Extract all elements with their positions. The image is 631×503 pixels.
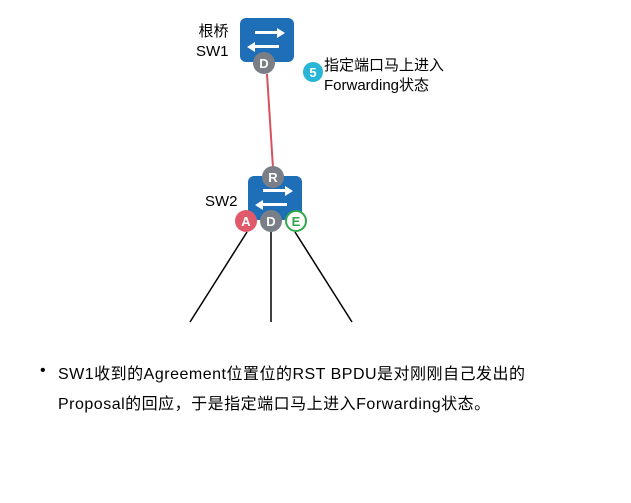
link-sw1-sw2	[267, 74, 273, 168]
sw2-port-r: R	[262, 166, 284, 188]
port-label: E	[292, 214, 301, 229]
switch-icon	[247, 25, 287, 55]
annotation-line1: 指定端口马上进入	[324, 57, 444, 74]
port-label: D	[266, 214, 275, 229]
step-number-label: 5	[309, 65, 316, 80]
port-label: R	[268, 170, 277, 185]
sw2-port-d: D	[260, 210, 282, 232]
description-text: SW1收到的Agreement位置位的RST BPDU是对刚刚自己发出的Prop…	[58, 360, 591, 421]
sw1-label-line1: 根桥	[199, 23, 229, 40]
port-label: A	[241, 214, 250, 229]
annotation-line2: Forwarding状态	[324, 77, 429, 94]
link-sw2-branch3	[295, 232, 352, 322]
sw2-label: SW2	[205, 192, 238, 212]
network-diagram: 根桥 SW1 D 5 指定端口马上进入 Forwarding状态 SW2	[0, 0, 631, 340]
sw1-port-d: D	[253, 52, 275, 74]
sw1-label-line2: SW1	[196, 43, 229, 60]
sw1-label: 根桥 SW1	[196, 22, 229, 61]
step-marker-5: 5	[303, 62, 323, 82]
annotation-text: 指定端口马上进入 Forwarding状态	[324, 56, 444, 95]
links-svg	[0, 0, 631, 340]
link-sw2-branch1	[190, 232, 247, 322]
sw2-port-a: A	[235, 210, 257, 232]
bullet-icon: •	[40, 362, 46, 380]
sw2-label-text: SW2	[205, 193, 238, 210]
sw2-port-e: E	[285, 210, 307, 232]
description-block: • SW1收到的Agreement位置位的RST BPDU是对刚刚自己发出的Pr…	[0, 340, 631, 421]
port-label: D	[259, 56, 268, 71]
